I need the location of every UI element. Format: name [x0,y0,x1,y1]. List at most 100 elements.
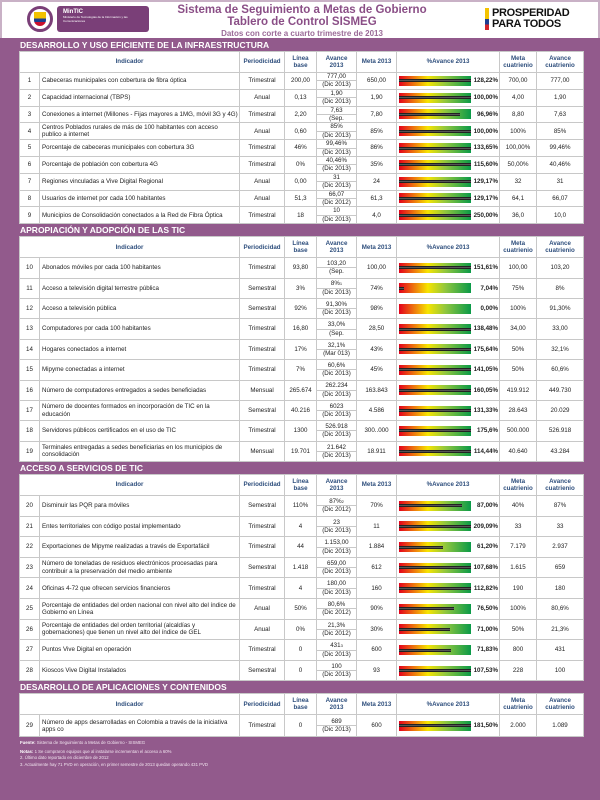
table-row: 25 Porcentaje de entidades del orden naci… [19,598,585,620]
goal-2013: 93 [356,659,398,682]
percent-label: 76,50% [477,605,499,613]
advance-date: (Dic 2013) [317,369,357,377]
percent-advance: 128,22% [396,72,501,90]
progress-fill [399,429,472,433]
indicator-name: Centros Poblados rurales de más de 100 h… [38,122,241,141]
advance-number: 526.918 [325,423,348,431]
goal-quadrennium: 28.643 [499,399,538,422]
source-text: Sistema de Seguimiento a Metas de Gobier… [36,740,146,746]
percent-label: 181,50% [473,722,499,730]
indicator-name: Terminales entregadas a sedes beneficiar… [38,440,241,463]
advance-2013: 689 (Dic 2013) [316,714,358,738]
table-row: 3 Conexiones a internet (Millones - Fijas… [19,105,585,124]
page-title: Sistema de Seguimiento a Metas de Gobier… [177,4,427,16]
advance-quadrennium: 85% [536,122,585,141]
row-number: 24 [19,577,40,600]
advance-number: 66,07 [328,190,345,198]
table-row: 16 Número de computadores entregados a se… [19,379,585,401]
column-header: %Avance 2013 [396,693,501,716]
percent-label: 7,04% [480,284,499,292]
page-header: MinTIC Ministerio de Tecnologías de la In… [0,0,600,38]
goal-2013: 28,50 [356,318,398,340]
percent-advance: 160,05% [396,379,501,401]
progress-fill [399,180,472,184]
periodicity: Mensual [239,440,286,463]
section-title: ACCESO A SERVICIOS DE TIC [20,463,143,474]
advance-2013: 87% 2 (Dic 2012) [316,495,358,517]
column-header: Indicador [18,693,241,716]
advance-number: 10 [333,207,340,215]
column-header: %Avance 2013 [396,236,501,259]
advance-date: (Dic 2013) [317,181,357,189]
periodicity: Trimestral [239,72,286,90]
table-row: 9 Municipios de Consolidación conectados … [19,206,585,225]
advance-date: (Dic 2013) [317,97,357,105]
baseline: 40.216 [284,399,318,422]
advance-date: (Dic 2013) [317,130,357,139]
advance-value: 91,30% [317,301,356,308]
percent-advance: 112,82% [396,577,501,600]
advance-2013: 40,46% (Dic 2013) [316,155,358,174]
advance-number: 100 [331,662,342,670]
column-header: Meta cuatrienio [499,693,538,716]
advance-quadrennium: 8% [536,277,585,299]
indicator-name: Hogares conectados a internet [38,338,241,361]
periodicity: Anual [239,598,286,620]
advance-number: 40,46% [326,157,348,165]
goal-2013: 1.884 [356,536,398,558]
goal-quadrennium: 32 [499,172,538,191]
row-number: 19 [19,440,40,463]
progress-bar [399,324,472,335]
baseline: 3% [284,277,318,299]
column-header: Periodicidad [239,474,286,497]
advance-value: 526.918 [317,423,356,430]
progress-fill [399,586,472,590]
advance-2013: 659,00 (Dic 2013) [316,556,358,579]
goal-2013: 86% [356,139,398,157]
baseline: 0,60 [284,122,318,141]
advance-number: 60,6% [327,362,346,370]
column-header: Periodicidad [239,236,286,259]
periodicity: Trimestral [239,515,286,538]
prosperidad-logo: PROSPERIDAD PARA TODOS [485,8,570,30]
advance-quadrennium: 659 [536,556,585,579]
goal-2013: 160 [356,577,398,600]
baseline: 44 [284,536,318,558]
advance-value: 659,00 [317,560,356,567]
percent-advance: 100,00% [396,88,501,107]
percent-label: 250,00% [473,211,499,219]
advance-number: 31 [333,173,340,181]
advance-2013: 431 3 (Dic 2013) [316,639,358,661]
colombia-flag-icon [485,8,489,30]
advance-quadrennium: 20.029 [536,399,585,422]
percent-advance: 100,00% [396,122,501,141]
goal-2013: 4,0 [356,206,398,225]
row-number: 16 [19,379,40,401]
goal-quadrennium: 100,00% [499,139,538,157]
goal-2013: 100,00 [356,257,398,279]
percent-label: 87,00% [477,502,499,510]
note-ref: 2 [341,499,344,505]
goal-2013: 85% [356,122,398,141]
indicator-name: Disminuir las PQR para móviles [38,495,241,517]
percent-advance: 114,44% [396,440,501,463]
indicator-table: Indicador Periodicidad Línea base Avance 20… [18,236,585,463]
indicator-table: Indicador Periodicidad Línea base Avance 20… [18,474,585,682]
column-header: Avance cuatrienio [536,236,585,259]
advance-quadrennium: 526.918 [536,420,585,442]
advance-value: 33,0% [317,321,356,328]
section-title: DESARROLLO Y USO EFICIENTE DE LA INFRAES… [20,40,270,50]
advance-value: 180,00 [317,580,356,587]
progress-fill [399,566,472,570]
advance-number: 87% [329,498,342,506]
advance-value: 99,46% [317,140,356,147]
percent-label: 107,53% [473,666,499,674]
row-number: 8 [19,189,40,208]
column-header: Indicador [18,474,241,497]
baseline: 0 [284,639,318,661]
periodicity: Trimestral [239,318,286,340]
percent-label: 100,00% [473,127,499,135]
progress-bar [399,159,472,170]
progress-bar [399,562,472,573]
advance-quadrennium: 32,1% [536,338,585,361]
